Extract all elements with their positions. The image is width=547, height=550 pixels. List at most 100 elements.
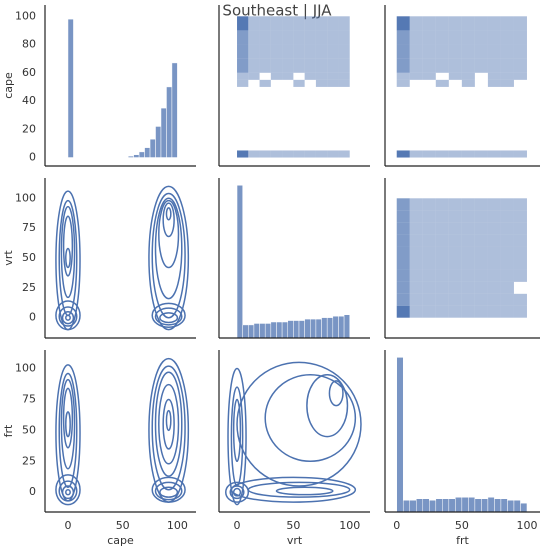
cell <box>410 80 423 87</box>
cell <box>315 79 328 87</box>
cell <box>461 269 475 282</box>
y-tick-label: 60 <box>22 66 36 79</box>
cell <box>513 44 527 59</box>
cell <box>435 16 449 31</box>
bar <box>416 498 424 512</box>
cell <box>487 246 501 258</box>
cell <box>500 305 514 318</box>
cell <box>462 87 475 151</box>
cell <box>448 30 462 45</box>
cell <box>448 305 462 318</box>
cell <box>474 30 488 45</box>
cell <box>513 16 527 31</box>
cell <box>259 44 271 59</box>
contour <box>247 481 351 498</box>
cell <box>513 269 527 282</box>
bar <box>259 323 266 338</box>
cell <box>513 258 527 270</box>
y-tick-label: 75 <box>22 392 36 405</box>
cell <box>409 30 423 45</box>
contour <box>65 411 71 438</box>
cell <box>435 246 449 258</box>
cell <box>396 281 410 294</box>
contour <box>154 307 183 326</box>
cell <box>422 222 436 235</box>
cell <box>500 222 514 235</box>
cell <box>514 282 527 294</box>
cell <box>435 305 449 318</box>
cell <box>461 150 475 158</box>
cell <box>461 16 475 31</box>
cell <box>435 258 449 270</box>
cell <box>396 305 410 318</box>
bar <box>332 315 339 338</box>
cell <box>435 234 449 247</box>
cell <box>461 246 475 258</box>
bar <box>338 315 345 338</box>
y-tick-label: 80 <box>22 38 36 51</box>
cell <box>396 150 410 158</box>
cell <box>474 269 488 282</box>
cell <box>422 72 436 80</box>
bar <box>171 62 178 158</box>
bar <box>442 498 450 512</box>
contour <box>158 383 180 465</box>
cell <box>396 210 410 223</box>
cell <box>282 80 293 87</box>
cell <box>448 72 462 80</box>
contour <box>275 486 334 496</box>
y-tick-label: 100 <box>15 191 36 204</box>
cell <box>304 30 316 45</box>
cell <box>500 30 514 45</box>
bar <box>67 18 74 158</box>
cell <box>461 72 475 80</box>
cell <box>500 234 514 247</box>
contour <box>165 207 172 221</box>
cell <box>248 30 260 45</box>
cell <box>487 269 501 282</box>
cell <box>327 150 339 158</box>
cell <box>448 210 462 223</box>
bar <box>293 320 300 338</box>
cell <box>396 30 410 45</box>
bar <box>422 498 430 512</box>
cell <box>513 305 527 318</box>
cell <box>259 79 271 87</box>
cell <box>315 72 328 80</box>
cell <box>487 305 501 318</box>
cell <box>474 258 488 270</box>
cell <box>315 16 328 31</box>
cell <box>338 87 349 151</box>
cell <box>435 30 449 45</box>
cell <box>487 16 501 31</box>
contour <box>62 215 74 277</box>
cell <box>338 58 350 73</box>
cell <box>435 293 449 306</box>
cell <box>397 87 410 151</box>
cell <box>500 210 514 223</box>
cell <box>282 44 294 59</box>
contour <box>60 205 76 299</box>
cell <box>435 210 449 223</box>
cell <box>435 198 449 211</box>
panel <box>236 185 350 338</box>
bar <box>127 155 134 158</box>
cell <box>293 150 305 158</box>
cell <box>435 269 449 282</box>
contour <box>55 300 81 331</box>
cell <box>461 305 475 318</box>
contour <box>55 474 81 506</box>
cell <box>396 222 410 235</box>
cell <box>396 58 410 73</box>
cell <box>500 281 514 294</box>
cell <box>487 234 501 247</box>
cell <box>513 58 527 73</box>
cell <box>409 258 423 270</box>
cell <box>396 269 410 282</box>
cell <box>293 16 305 31</box>
cell <box>396 72 410 80</box>
cell <box>448 246 462 258</box>
cell <box>423 80 436 87</box>
contour <box>232 487 242 497</box>
